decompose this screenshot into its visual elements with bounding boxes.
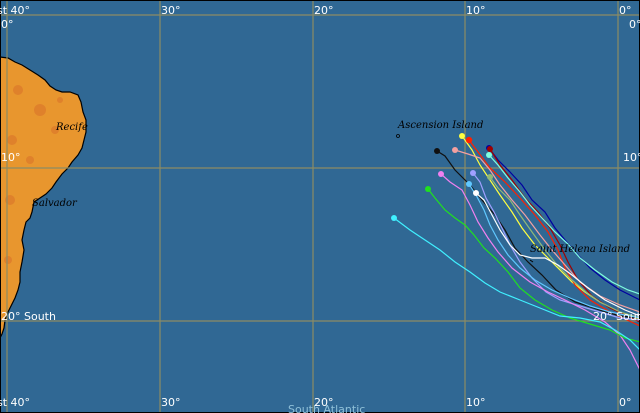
- track-start-marker-olive[interactable]: [487, 174, 493, 180]
- lat-label-left-0: 0°: [1, 18, 14, 31]
- lat-label-right-10: 10°: [623, 151, 640, 164]
- track-start-marker-yellow[interactable]: [459, 133, 465, 139]
- track-white[interactable]: [475, 192, 640, 317]
- place-label-saint-helena-island: Saint Helena Island: [530, 244, 631, 255]
- track-start-marker-aqua[interactable]: [486, 152, 492, 158]
- track-black[interactable]: [436, 150, 640, 319]
- track-start-marker-pink[interactable]: [452, 147, 458, 153]
- lon-label-bottom-40: st 40°: [0, 396, 31, 409]
- track-start-marker-red[interactable]: [465, 136, 473, 144]
- lon-label-top-0: 0°: [619, 4, 632, 17]
- track-start-marker-lavender[interactable]: [470, 170, 476, 176]
- lon-label-bottom-0: 0°: [619, 396, 632, 409]
- lat-label-right-0: 0°: [629, 18, 640, 31]
- land-texture: [4, 85, 63, 264]
- track-olive[interactable]: [489, 176, 640, 319]
- lat-label-right-20: 20° South: [593, 310, 640, 323]
- track-aqua[interactable]: [488, 154, 640, 295]
- place-label-salvador: Salvador: [32, 198, 77, 209]
- track-navy[interactable]: [488, 147, 640, 301]
- track-skyblue[interactable]: [468, 183, 640, 319]
- track-start-marker-cyan[interactable]: [391, 215, 397, 221]
- track-green[interactable]: [427, 188, 640, 343]
- track-lavender[interactable]: [472, 172, 640, 321]
- place-label-ascension-island: Ascension Island: [398, 120, 484, 131]
- land-south-america: [0, 56, 87, 339]
- saint-helena-marker: [529, 259, 534, 263]
- lon-label-top-20: 20°: [314, 4, 334, 17]
- track-start-marker-skyblue[interactable]: [466, 181, 472, 187]
- lon-label-top-40: st 40°: [0, 4, 31, 17]
- track-start-marker-white[interactable]: [473, 190, 479, 196]
- lon-label-top-30: 30°: [161, 4, 181, 17]
- lon-label-top-10: 10°: [466, 4, 486, 17]
- track-start-marker-black[interactable]: [434, 148, 440, 154]
- ascension-island-marker: [396, 134, 400, 138]
- track-red[interactable]: [468, 139, 640, 327]
- track-cyan[interactable]: [393, 217, 640, 351]
- region-label-south-atlantic: South Atlantic: [288, 403, 366, 413]
- track-start-marker-magenta[interactable]: [438, 171, 444, 177]
- lon-label-bottom-20: 20°: [314, 396, 334, 409]
- lon-label-bottom-30: 30°: [161, 396, 181, 409]
- track-start-marker-darkred[interactable]: [487, 146, 493, 152]
- place-label-recife: Recife: [56, 122, 88, 133]
- storm-tracks: [393, 135, 640, 371]
- track-start-markers: [391, 133, 493, 221]
- lat-label-left-20: 20° South: [1, 310, 56, 323]
- lat-label-left-10: 10°: [1, 151, 21, 164]
- lon-label-bottom-10: 10°: [466, 396, 486, 409]
- track-start-marker-green[interactable]: [425, 186, 431, 192]
